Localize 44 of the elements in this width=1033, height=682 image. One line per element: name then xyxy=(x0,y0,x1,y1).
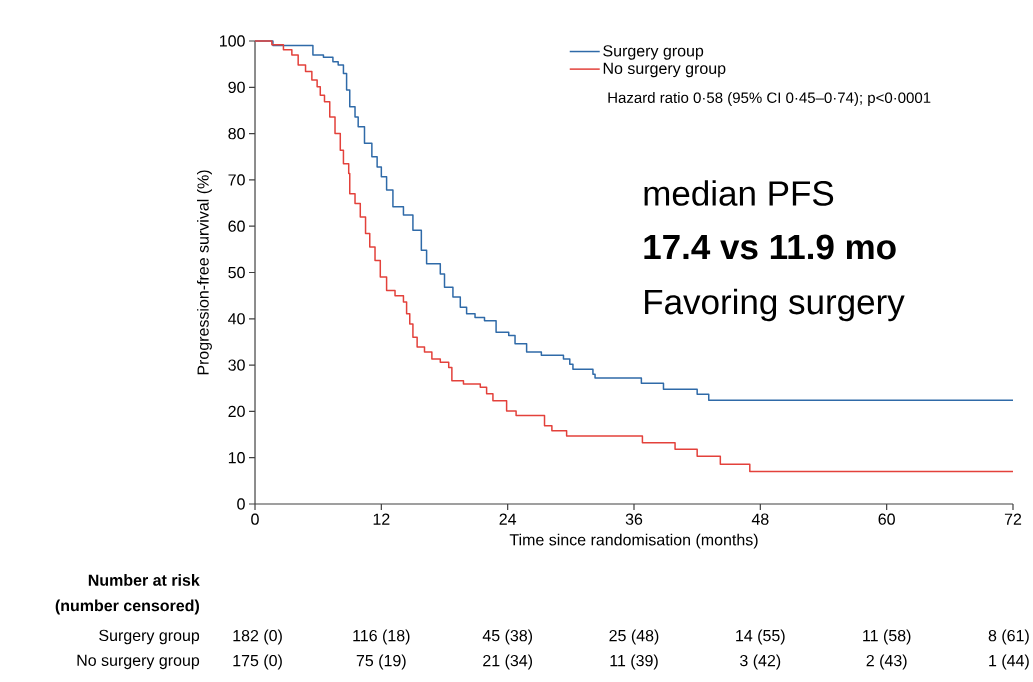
annotation: Favoring surgery xyxy=(645,288,905,322)
text: 21 (34) xyxy=(483,654,533,670)
x-tick-label: 48 xyxy=(751,513,769,525)
y-tick-label: 60 xyxy=(228,220,245,232)
text: 175 (0) xyxy=(233,654,282,670)
y-tick-label: 10 xyxy=(228,452,245,464)
text: No surgery group xyxy=(77,654,200,670)
text: Number at risk xyxy=(88,574,200,586)
text: 11 (39) xyxy=(610,654,658,670)
y-axis-title: Progression-free survival (%) xyxy=(197,170,212,375)
y-tick-label: 20 xyxy=(228,405,245,418)
text: 14 (55) xyxy=(736,629,785,645)
text: 75 (19) xyxy=(356,654,406,670)
text: 116 (18) xyxy=(353,629,410,645)
y-tick-label: 50 xyxy=(228,266,245,279)
text: 45 (38) xyxy=(482,629,533,645)
annotation: 17.4 vs 11.9 mo xyxy=(644,234,896,260)
annotation: median PFS xyxy=(644,180,834,206)
y-tick-label: 100 xyxy=(220,35,245,47)
x-tick-label: 0 xyxy=(251,513,259,525)
y-tick-label: 70 xyxy=(228,174,245,186)
text: Surgery group xyxy=(99,629,200,645)
text: 11 (58) xyxy=(863,629,911,645)
text: 1 (44) xyxy=(989,654,1029,670)
legend-label: Surgery group xyxy=(603,45,704,60)
text: 2 (43) xyxy=(866,654,907,670)
x-axis-title: Time since randomisation (months) xyxy=(509,533,758,549)
legend-label: No surgery group xyxy=(603,62,726,78)
y-tick-label: 40 xyxy=(228,313,245,325)
y-tick-label: 30 xyxy=(228,359,245,371)
annotation: Hazard ratio 0·58 (95% CI 0·45–0·74); p<0·0001 xyxy=(608,92,931,106)
y-tick-label: 0 xyxy=(237,498,245,510)
text: 25 (48) xyxy=(609,629,659,645)
text: 8 (61) xyxy=(988,629,1029,645)
text: 3 (42) xyxy=(740,654,781,670)
x-tick-label: 36 xyxy=(625,513,643,525)
x-tick-label: 72 xyxy=(1004,513,1022,525)
x-tick-label: 24 xyxy=(499,513,517,525)
x-tick-label: 12 xyxy=(373,513,390,525)
text: (number censored) xyxy=(55,599,199,615)
x-tick-label: 60 xyxy=(878,513,895,525)
y-tick-label: 80 xyxy=(228,127,245,140)
y-tick-label: 90 xyxy=(228,81,245,93)
text: 182 (0) xyxy=(233,629,282,645)
